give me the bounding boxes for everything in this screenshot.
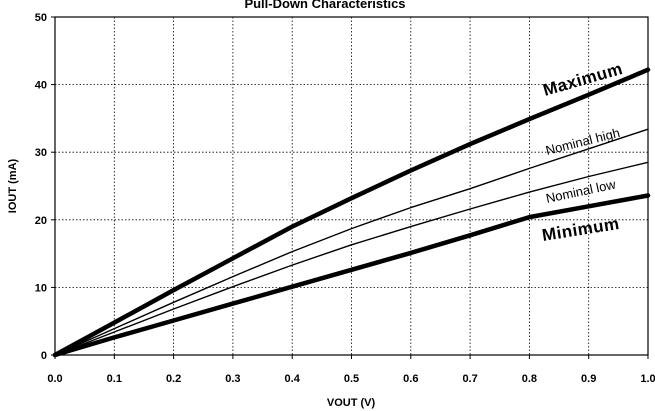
y-tick-label: 0 [41,350,47,362]
x-tick-label: 0.8 [522,373,537,385]
y-tick-label: 10 [35,282,47,294]
x-tick-label: 0.1 [107,373,122,385]
x-tick-label: 0.7 [462,373,477,385]
y-tick-label: 50 [35,12,47,24]
x-tick-label: 0.2 [166,373,181,385]
x-tick-label: 0.6 [403,373,418,385]
y-tick-label: 40 [35,80,47,92]
x-tick-label: 0.4 [285,373,301,385]
series-line-maximum [52,67,651,358]
x-axis-title: VOUT (V) [327,397,376,409]
axis-ticks: 0.0 0.1 0.2 0.3 0.4 0.5 0.6 0.7 0.8 0.9 1.0 0 10 20 30… [35,12,655,385]
series-lines [52,67,651,358]
y-axis-title: IOUT (mA) [7,158,19,213]
y-tick-label: 30 [35,147,47,159]
x-tick-label: 1.0 [640,373,655,385]
series-line-minimum [52,193,651,358]
series-label-nominal-high: Nominal high [544,125,621,158]
series-line-nominal-high [54,128,649,356]
series-line-nominal-low [54,161,649,356]
x-tick-label: 0.3 [225,373,240,385]
chart-title: Pull-Down Characteristics [244,0,405,11]
y-tick-label: 20 [35,215,47,227]
x-tick-label: 0.0 [47,373,62,385]
gridlines [55,17,648,355]
x-tick-label: 0.9 [581,373,596,385]
series-label-minimum: Minimum [541,214,621,245]
x-tick-label: 0.5 [344,373,359,385]
series-label-maximum: Maximum [541,59,625,100]
